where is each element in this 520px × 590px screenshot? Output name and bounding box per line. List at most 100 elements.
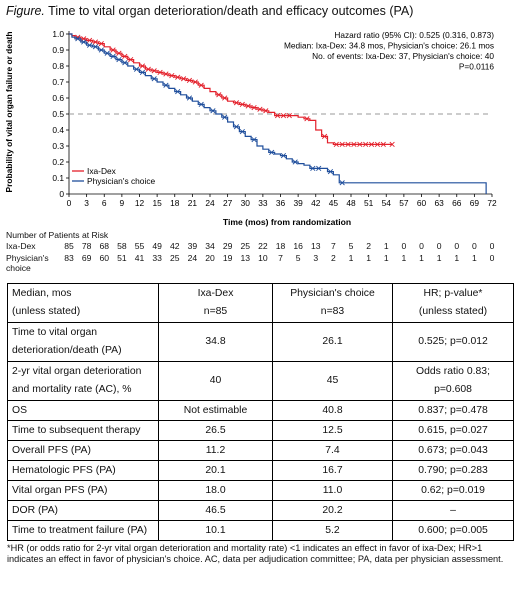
row-ixa-dex-text: 11.2 — [205, 444, 226, 456]
x-tick-label: 60 — [417, 198, 427, 208]
censor-mark — [233, 100, 240, 106]
risk-cell: 22 — [258, 241, 268, 251]
censor-mark — [180, 76, 187, 82]
x-axis-label: Time (mos) from randomization — [223, 217, 351, 227]
row-physician-choice-text: 5.2 — [325, 524, 340, 536]
x-tick-label: 24 — [205, 198, 215, 208]
censor-mark — [116, 56, 122, 63]
risk-cell: 1 — [383, 253, 389, 263]
censor-mark — [75, 36, 81, 42]
censor-mark — [198, 101, 204, 108]
censor-mark — [169, 72, 175, 79]
risk-cell: 7 — [278, 253, 283, 263]
censor-mark — [263, 108, 269, 114]
header-ixa-dex-text: Ixa-Dex — [197, 288, 234, 299]
row-physician-choice: 11.0 — [272, 480, 393, 501]
row-label-text: 2-yr vital organ deterioration — [12, 366, 142, 377]
x-tick-label: 57 — [399, 198, 409, 208]
row-hr: 0.600; p=0.005 — [392, 520, 514, 541]
risk-cell: 2 — [330, 253, 336, 263]
row-label-text: and mortality rate (AC), % — [12, 384, 132, 395]
x-tick-label: 33 — [258, 198, 268, 208]
risk-row: Ixa-Dex 85 78 68 58 55 49 42 39 34 29 25 22 18 16 13 7 5 2… — [6, 241, 516, 253]
risk-cell: 16 — [293, 241, 303, 251]
header-ixa-dex: Ixa-Dex n=85 — [158, 283, 273, 323]
row-ixa-dex-text: 20.1 — [205, 464, 226, 476]
footnote: *HR (or odds ratio for 2-yr vital organ … — [7, 543, 504, 564]
censor-mark — [357, 141, 363, 148]
censor-mark — [245, 103, 251, 109]
row-label-text: OS — [12, 404, 28, 416]
row-physician-choice-text: 12.5 — [322, 424, 343, 436]
row-ixa-dex-text: 18.0 — [205, 484, 226, 496]
row-ixa-dex: 11.2 — [158, 440, 273, 461]
row-physician-choice: 20.2 — [272, 500, 393, 521]
table-row: Vital organ PFS (PA) 18.0 11.0 0.62; p=0.01… — [7, 480, 514, 501]
row-physician-choice-text: 16.7 — [322, 464, 343, 476]
x-tick-label: 18 — [170, 198, 180, 208]
risk-row-label: Ixa-Dex — [6, 241, 36, 251]
row-label-text: Overall PFS (PA) — [12, 444, 91, 456]
y-tick-label: 0.1 — [52, 173, 64, 183]
row-label: Vital organ PFS (PA) — [7, 480, 159, 501]
row-physician-choice-text: 26.1 — [322, 336, 343, 347]
censor-mark — [280, 112, 287, 119]
annotation-line: Median: Ixa-Dex: 34.8 mos, Physician's c… — [284, 41, 494, 51]
row-ixa-dex: 20.1 — [158, 460, 273, 481]
y-axis-label: Probability of vital organ failure or de… — [4, 31, 14, 192]
censor-mark — [175, 88, 181, 95]
risk-cell: 0 — [436, 241, 442, 251]
row-physician-choice-text: 45 — [326, 375, 339, 386]
censor-mark — [145, 66, 151, 72]
row-physician-choice: 26.1 — [272, 322, 393, 362]
censor-mark — [310, 165, 316, 172]
censor-mark — [116, 50, 122, 56]
censor-mark — [163, 82, 169, 88]
censor-mark — [92, 39, 99, 45]
risk-cell: 1 — [348, 253, 354, 263]
row-ixa-dex-text: 34.8 — [205, 336, 226, 347]
table-header-row: Median, mos (unless stated) Ixa-Dex n=85 Phy… — [7, 283, 514, 323]
risk-cell: 51 — [117, 253, 127, 263]
x-tick-label: 21 — [188, 198, 198, 208]
censor-mark — [351, 141, 357, 148]
table-row: DOR (PA) 46.5 20.2 – — [7, 500, 514, 521]
risk-cell: 42 — [169, 241, 180, 251]
censor-mark — [239, 101, 245, 108]
row-ixa-dex-text: 40 — [209, 375, 222, 386]
censor-mark — [257, 106, 263, 112]
censor-mark — [274, 112, 281, 119]
x-tick-label: 66 — [452, 198, 462, 208]
row-ixa-dex-text: Not estimable — [183, 404, 248, 416]
x-tick-label: 54 — [382, 198, 392, 208]
censor-mark — [239, 128, 245, 135]
censor-mark — [389, 141, 395, 148]
header-hr-text: (unless stated) — [418, 306, 488, 317]
censor-mark — [210, 108, 216, 114]
x-tick-label: 69 — [470, 198, 480, 208]
risk-cell: 1 — [383, 241, 389, 251]
censor-mark — [339, 180, 345, 186]
row-hr: 0.62; p=0.019 — [392, 480, 514, 501]
table-row: Hematologic PFS (PA) 20.1 16.7 0.790; p=0.2… — [7, 460, 514, 481]
x-tick-label: 30 — [241, 198, 251, 208]
row-label: OS — [7, 400, 159, 421]
risk-cell: 60 — [99, 253, 110, 263]
y-tick-label: 0.7 — [52, 77, 64, 87]
row-hr-text: 0.615, p=0.027 — [418, 424, 488, 436]
row-label-text: deterioration/death (PA) — [12, 345, 122, 356]
risk-cell: 13 — [240, 253, 251, 263]
row-hr: – — [392, 500, 514, 521]
annotation-line: Hazard ratio (95% CI): 0.525 (0.316, 0.8… — [334, 30, 494, 40]
header-hr: HR; p-value* (unless stated) — [392, 283, 514, 323]
censor-mark — [133, 66, 140, 72]
censor-mark — [151, 76, 157, 82]
y-tick-label: 0.5 — [52, 109, 64, 119]
row-physician-choice: 40.8 — [272, 400, 393, 421]
censor-mark — [81, 39, 87, 45]
risk-cell: 39 — [187, 241, 198, 251]
row-hr: 0.525; p=0.012 — [392, 322, 514, 362]
row-hr-text: 0.600; p=0.005 — [418, 524, 488, 536]
censor-mark — [86, 42, 93, 48]
